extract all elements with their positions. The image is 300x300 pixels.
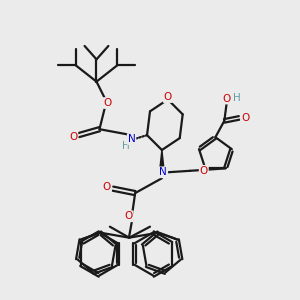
Text: H: H bbox=[122, 140, 130, 151]
Text: O: O bbox=[104, 98, 112, 108]
Text: O: O bbox=[241, 113, 249, 123]
Text: O: O bbox=[69, 132, 77, 142]
Text: O: O bbox=[124, 211, 133, 221]
Text: O: O bbox=[103, 182, 111, 192]
Text: N: N bbox=[128, 134, 135, 144]
Text: H: H bbox=[233, 93, 241, 103]
Polygon shape bbox=[160, 150, 164, 169]
Text: N: N bbox=[160, 167, 167, 177]
Text: O: O bbox=[223, 94, 231, 103]
Text: O: O bbox=[200, 166, 208, 176]
Text: O: O bbox=[164, 92, 172, 102]
